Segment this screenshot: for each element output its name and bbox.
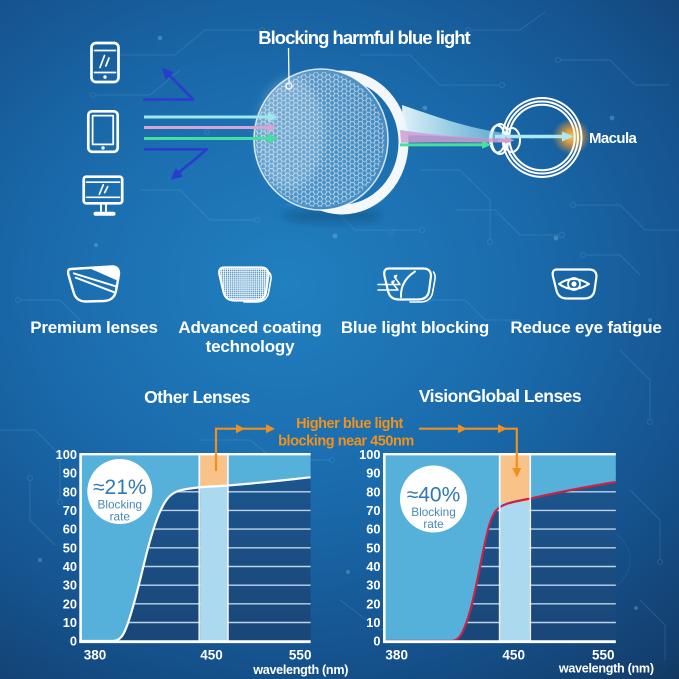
- svg-text:10: 10: [63, 615, 77, 630]
- svg-text:50: 50: [366, 540, 380, 555]
- svg-text:550: 550: [592, 648, 615, 663]
- svg-text:80: 80: [366, 484, 380, 499]
- svg-text:≈21%: ≈21%: [93, 476, 147, 499]
- svg-text:100: 100: [56, 447, 77, 462]
- svg-text:Blocking: Blocking: [98, 498, 143, 512]
- svg-text:Blue light blocking: Blue light blocking: [341, 318, 489, 337]
- svg-text:rate: rate: [110, 510, 131, 524]
- svg-text:80: 80: [63, 484, 77, 499]
- svg-text:20: 20: [366, 596, 380, 611]
- svg-text:90: 90: [366, 466, 380, 481]
- svg-text:380: 380: [385, 648, 408, 663]
- svg-text:≈40%: ≈40%: [407, 484, 461, 507]
- svg-text:20: 20: [63, 596, 77, 611]
- svg-text:technology: technology: [206, 337, 295, 356]
- svg-text:30: 30: [366, 578, 380, 593]
- svg-text:Macula: Macula: [589, 130, 638, 147]
- svg-text:60: 60: [63, 522, 77, 537]
- svg-text:60: 60: [366, 522, 380, 537]
- svg-text:0: 0: [70, 634, 77, 649]
- svg-text:blocking near 450nm: blocking near 450nm: [278, 434, 414, 450]
- svg-text:Blocking: Blocking: [411, 505, 456, 519]
- svg-text:wavelength (nm): wavelength (nm): [558, 662, 654, 676]
- svg-text:550: 550: [289, 648, 312, 663]
- svg-text:Blocking harmful blue light: Blocking harmful blue light: [258, 27, 470, 48]
- svg-text:450: 450: [200, 648, 223, 663]
- svg-text:rate: rate: [423, 517, 444, 531]
- svg-text:50: 50: [63, 540, 77, 555]
- svg-text:70: 70: [366, 503, 380, 518]
- svg-text:0: 0: [373, 634, 380, 649]
- svg-text:Reduce eye fatigue: Reduce eye fatigue: [510, 318, 661, 337]
- svg-text:10: 10: [366, 615, 380, 630]
- svg-text:Higher blue light: Higher blue light: [296, 416, 403, 432]
- svg-text:40: 40: [63, 559, 77, 574]
- svg-text:450: 450: [502, 648, 525, 663]
- svg-text:Premium lenses: Premium lenses: [30, 318, 158, 337]
- svg-text:100: 100: [359, 447, 380, 462]
- svg-text:wavelength (nm): wavelength (nm): [252, 663, 348, 677]
- svg-text:70: 70: [63, 503, 77, 518]
- svg-text:Other Lenses: Other Lenses: [144, 387, 251, 407]
- svg-text:30: 30: [63, 578, 77, 593]
- svg-text:380: 380: [84, 648, 107, 663]
- svg-text:40: 40: [366, 559, 380, 574]
- svg-text:90: 90: [63, 466, 77, 481]
- svg-text:VisionGlobal Lenses: VisionGlobal Lenses: [419, 386, 582, 406]
- svg-text:Advanced coating: Advanced coating: [178, 318, 321, 337]
